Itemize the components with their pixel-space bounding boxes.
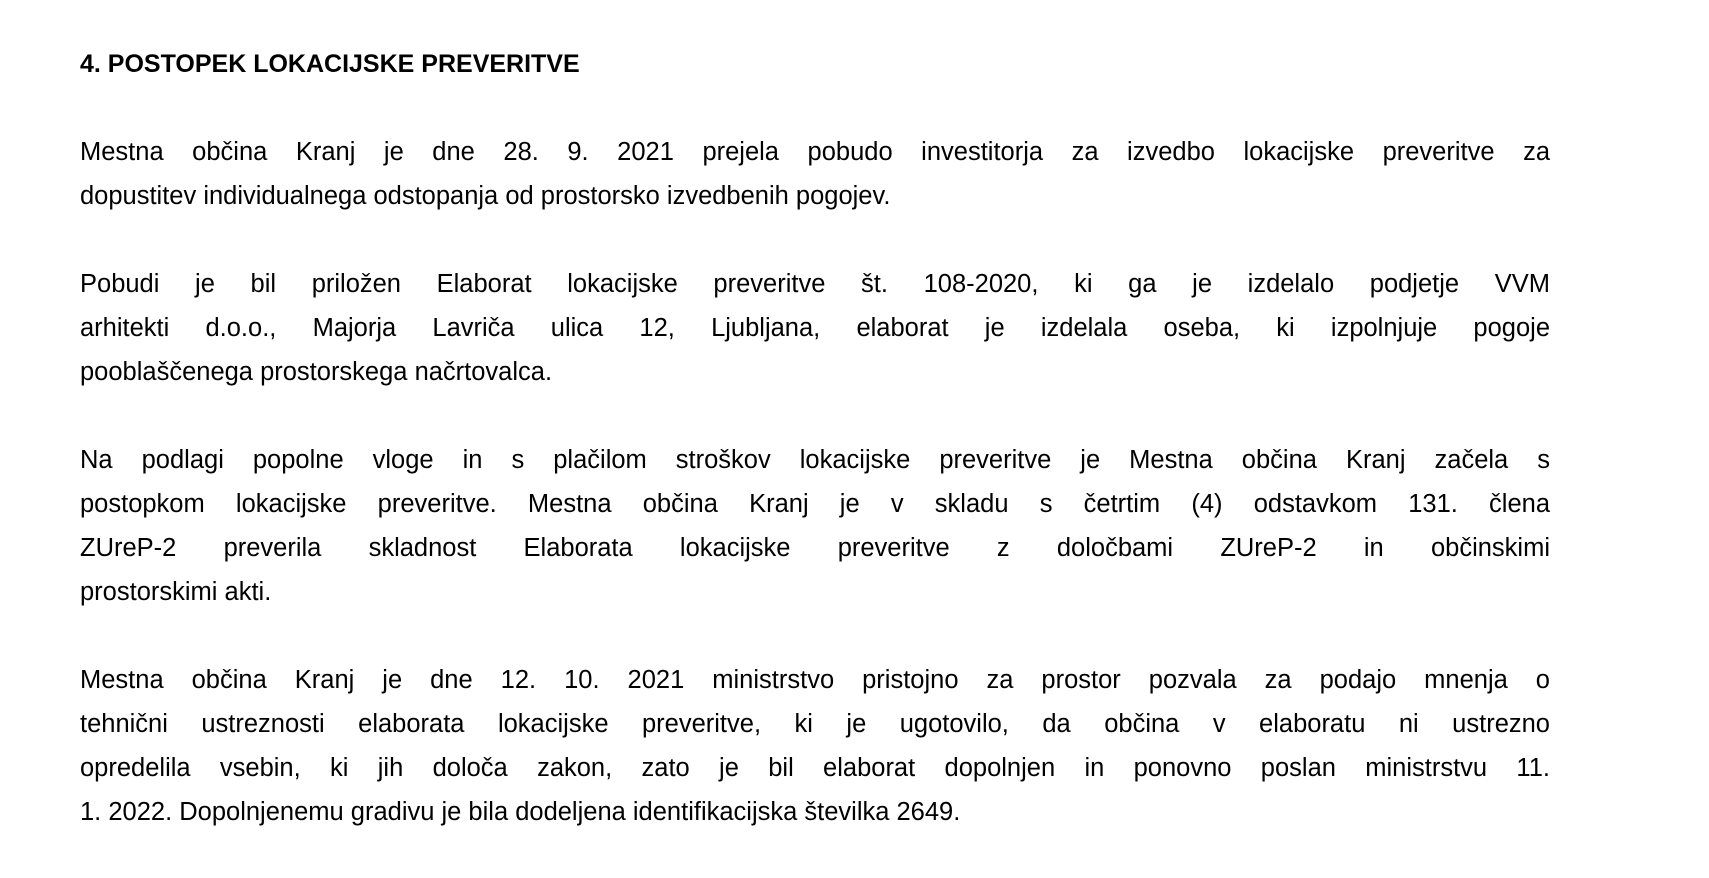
- paragraph-line: pooblaščenega prostorskega načrtovalca.: [80, 358, 553, 386]
- paragraph-line: 1. 2022. Dopolnjenemu gradivu je bila do…: [80, 798, 961, 826]
- paragraph: Na podlagi popolne vloge in s plačilom s…: [80, 438, 1550, 614]
- paragraph-line: arhitekti d.o.o., Majorja Lavriča ulica …: [80, 314, 1550, 342]
- paragraph: Mestna občina Kranj je dne 28. 9. 2021 p…: [80, 130, 1550, 218]
- paragraph-line: Pobudi je bil priložen Elaborat lokacijs…: [80, 270, 1550, 298]
- paragraph-line: dopustitev individualnega odstopanja od …: [80, 182, 891, 210]
- paragraph-line: ZUreP-2 preverila skladnost Elaborata lo…: [80, 534, 1550, 562]
- document-page: 4. POSTOPEK LOKACIJSKE PREVERITVE Mestna…: [80, 42, 1550, 878]
- section-heading: 4. POSTOPEK LOKACIJSKE PREVERITVE: [80, 50, 580, 78]
- paragraph-line: Mestna občina Kranj je dne 12. 10. 2021 …: [80, 666, 1550, 694]
- paragraph-line: prostorskimi akti.: [80, 578, 272, 606]
- paragraph-line: postopkom lokacijske preveritve. Mestna …: [80, 490, 1550, 518]
- paragraph: Pobudi je bil priložen Elaborat lokacijs…: [80, 262, 1550, 394]
- paragraph: Mestna občina Kranj je dne 12. 10. 2021 …: [80, 658, 1550, 834]
- paragraph-line: Na podlagi popolne vloge in s plačilom s…: [80, 446, 1550, 474]
- document-body: Mestna občina Kranj je dne 28. 9. 2021 p…: [80, 130, 1550, 834]
- paragraph-line: Mestna občina Kranj je dne 28. 9. 2021 p…: [80, 138, 1550, 166]
- paragraph-line: tehnični ustreznosti elaborata lokacijsk…: [80, 710, 1550, 738]
- paragraph-line: opredelila vsebin, ki jih določa zakon, …: [80, 754, 1550, 782]
